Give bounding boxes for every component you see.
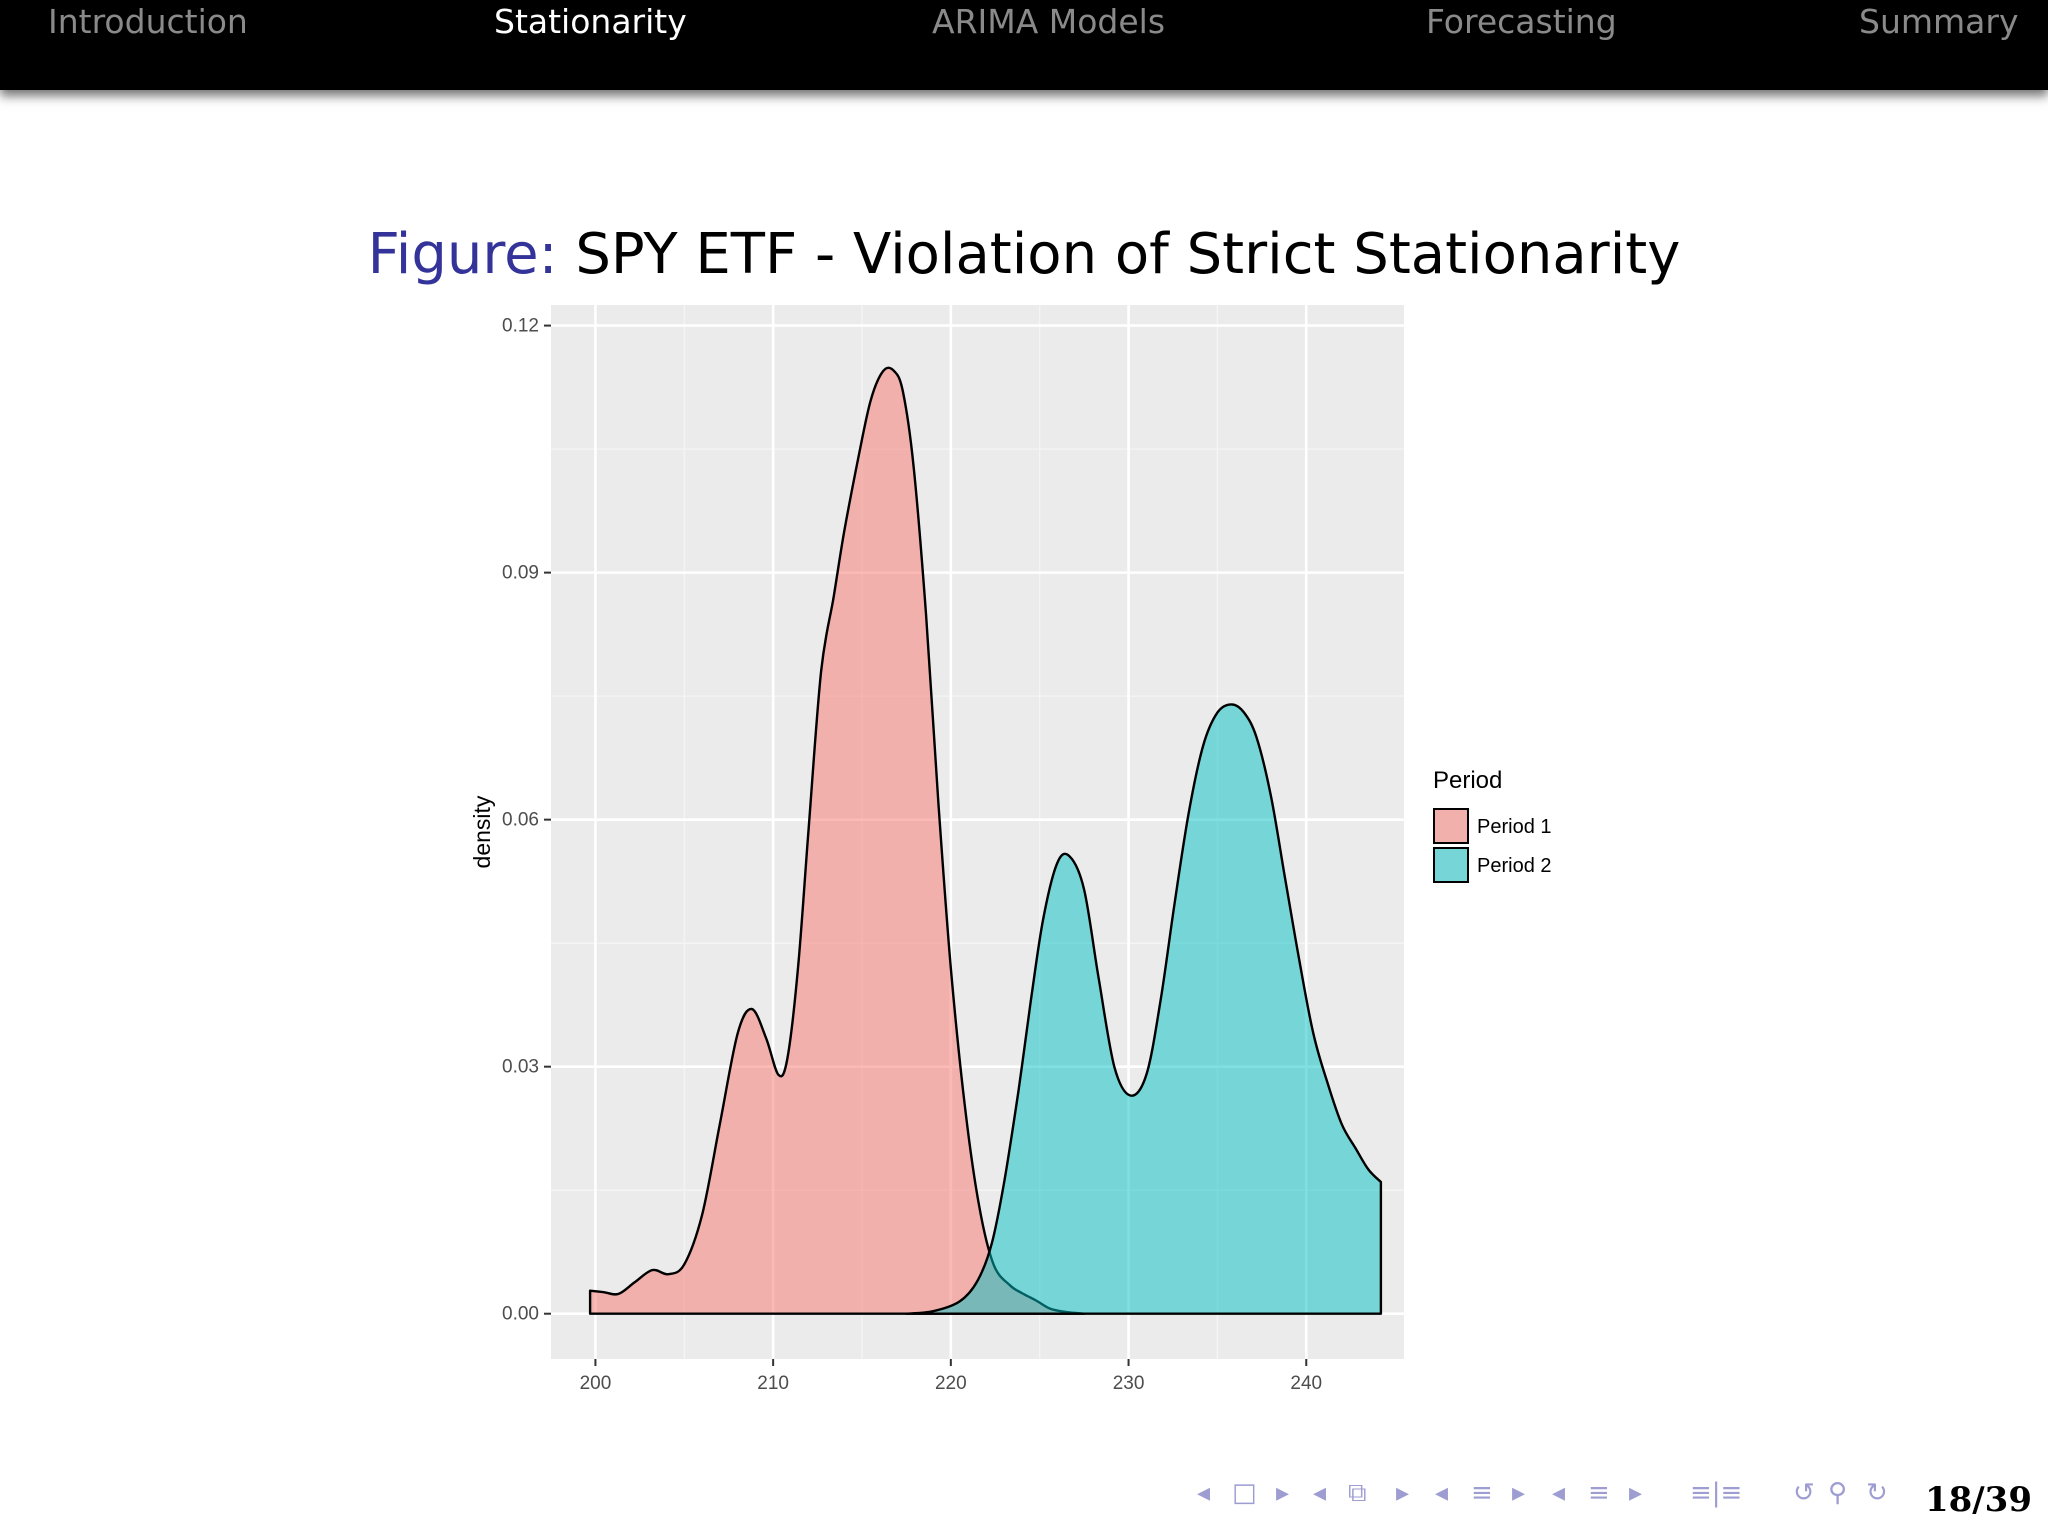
beamer-nav-icon[interactable]: ◂ bbox=[1435, 1478, 1449, 1508]
beamer-nav-icon[interactable]: □ bbox=[1232, 1478, 1257, 1508]
legend-label: Period 2 bbox=[1477, 855, 1552, 877]
x-tick-label: 220 bbox=[935, 1373, 967, 1394]
x-tick-label: 230 bbox=[1113, 1373, 1145, 1394]
beamer-nav-icon[interactable]: ▸ bbox=[1276, 1478, 1290, 1508]
y-axis-title: density bbox=[469, 795, 495, 868]
y-tick-label: 0.00 bbox=[502, 1304, 539, 1325]
legend-key-swatch bbox=[1433, 808, 1469, 844]
density-area-period-2 bbox=[905, 703, 1383, 1315]
beamer-nav-icon[interactable]: ⚲ bbox=[1828, 1478, 1848, 1508]
x-tick-label: 210 bbox=[757, 1373, 789, 1394]
beamer-nav-icon[interactable]: ↻ bbox=[1866, 1478, 1888, 1508]
legend-title: Period bbox=[1433, 767, 1502, 794]
x-tick-label: 240 bbox=[1290, 1373, 1322, 1394]
beamer-nav-icon[interactable]: ◂ bbox=[1197, 1478, 1211, 1508]
beamer-nav-icon[interactable]: ◂ bbox=[1552, 1478, 1566, 1508]
beamer-nav-icon[interactable]: ▸ bbox=[1396, 1478, 1410, 1508]
nav-introduction[interactable]: Introduction bbox=[48, 2, 248, 41]
legend-label: Period 1 bbox=[1477, 816, 1552, 838]
y-tick-label: 0.12 bbox=[502, 316, 539, 337]
density-area-period-1 bbox=[588, 366, 1086, 1315]
beamer-nav-icon[interactable]: ↺ bbox=[1793, 1478, 1815, 1508]
navigation-bar: Introduction Stationarity ARIMA Models F… bbox=[0, 0, 2048, 90]
x-tick-label: 200 bbox=[580, 1373, 612, 1394]
y-tick-label: 0.09 bbox=[502, 563, 539, 584]
beamer-nav-icon[interactable]: ▸ bbox=[1512, 1478, 1526, 1508]
y-tick-label: 0.06 bbox=[502, 810, 539, 831]
figure-caption-text: SPY ETF - Violation of Strict Stationari… bbox=[575, 222, 1681, 287]
beamer-nav-icon[interactable]: ⧉ bbox=[1348, 1478, 1367, 1508]
beamer-nav-icon[interactable]: ≡ bbox=[1471, 1478, 1493, 1508]
page-number: 18/39 bbox=[1924, 1480, 2032, 1520]
beamer-nav-icon[interactable]: ≡|≡ bbox=[1690, 1478, 1743, 1508]
nav-stationarity[interactable]: Stationarity bbox=[494, 2, 687, 41]
figure-caption: Figure: SPY ETF - Violation of Strict St… bbox=[0, 222, 2048, 287]
y-tick-label: 0.03 bbox=[502, 1057, 539, 1078]
nav-forecasting[interactable]: Forecasting bbox=[1426, 2, 1617, 41]
nav-summary[interactable]: Summary bbox=[1859, 2, 2019, 41]
legend-key-swatch bbox=[1433, 847, 1469, 883]
nav-arima-models[interactable]: ARIMA Models bbox=[932, 2, 1166, 41]
beamer-nav-icon[interactable]: ◂ bbox=[1313, 1478, 1327, 1508]
beamer-nav-icon[interactable]: ≡ bbox=[1588, 1478, 1610, 1508]
beamer-nav-icon[interactable]: ▸ bbox=[1629, 1478, 1643, 1508]
figure-caption-label: Figure: bbox=[367, 222, 558, 287]
